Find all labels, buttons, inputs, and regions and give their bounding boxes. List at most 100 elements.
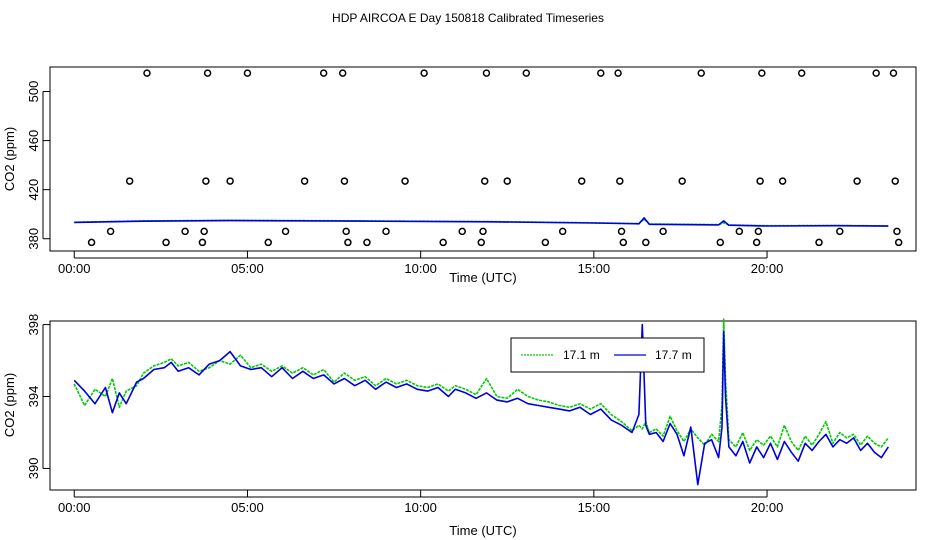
calibration-point (756, 177, 764, 185)
bottom-x-tick-label: 20:00 (751, 500, 784, 515)
calibration-point (125, 177, 134, 185)
calibration-point (891, 177, 899, 185)
calibration-point (243, 69, 252, 77)
calibration-point (853, 177, 861, 185)
bottom-y-tick-label: 390 (26, 458, 41, 480)
calibration-point (558, 227, 567, 236)
calibration-point (281, 227, 290, 236)
calibration-point (162, 238, 170, 247)
top-x-tick-label: 15:00 (578, 261, 611, 276)
bottom-y-axis-label: CO2 (ppm) (2, 373, 17, 437)
calibration-point (894, 238, 903, 247)
calibration-point (893, 227, 901, 236)
calibration-point (614, 69, 622, 77)
calibration-point (198, 238, 207, 247)
calibration-point (200, 227, 208, 236)
calibration-point (735, 227, 744, 236)
calibration-point (340, 177, 349, 185)
bottom-x-tick-label: 00:00 (58, 500, 91, 515)
calibration-point (758, 69, 766, 77)
calibration-point (541, 238, 550, 247)
top-x-tick-label: 10:00 (404, 261, 437, 276)
calibration-point (716, 238, 725, 247)
calibration-point (458, 227, 466, 236)
calibration-point (577, 177, 586, 185)
calibration-point (797, 69, 806, 77)
top-y-tick-label: 420 (26, 179, 41, 201)
bottom-y-tick-label: 394 (26, 386, 41, 408)
bottom-panel: 00:00 05:00 10:00 15:00 20:00 390 394 398 Time… (2, 314, 917, 538)
calibration-point (143, 69, 151, 77)
calibration-point (752, 238, 761, 247)
bottom-y-axis: 390 394 398 (26, 314, 50, 480)
calibration-point (616, 177, 624, 185)
top-y-axis-label: CO2 (ppm) (2, 127, 17, 191)
chart-title: HDP AIRCOA E Day 150818 Calibrated Times… (332, 11, 604, 25)
bottom-series-line-17-7-m (73, 323, 889, 486)
calibration-point (872, 69, 880, 77)
bottom-y-tick-label: 398 (26, 314, 41, 336)
calibration-point (480, 177, 489, 185)
top-series-line-17-7-m (74, 217, 889, 227)
calibration-point (203, 69, 212, 77)
calibration-point (778, 177, 787, 185)
bottom-series-lines (73, 318, 889, 486)
bottom-x-axis: 00:00 05:00 10:00 15:00 20:00 (58, 490, 783, 515)
bottom-plot-frame (49, 320, 917, 491)
legend-box (510, 337, 705, 373)
calibration-point (619, 238, 628, 247)
top-series-lines (74, 217, 889, 227)
calibration-point (363, 238, 371, 247)
calibration-point (342, 227, 350, 236)
calibration-point (503, 177, 511, 185)
calibration-point (617, 227, 626, 236)
calibration-point (642, 238, 650, 247)
top-y-tick-label: 500 (26, 81, 41, 103)
calibration-point (597, 69, 605, 77)
bottom-x-tick-label: 05:00 (231, 500, 264, 515)
legend-label-17-1m: 17.1 m (563, 348, 600, 362)
calibration-point (836, 227, 844, 236)
calibration-point (522, 69, 531, 77)
bottom-series-line-17-1-m (73, 318, 889, 452)
calibration-point (477, 238, 486, 247)
calibration-point (678, 177, 686, 185)
top-calibration-points (87, 69, 903, 247)
bottom-x-tick-label: 10:00 (404, 500, 437, 515)
top-y-tick-label: 460 (26, 130, 41, 152)
calibration-point (482, 69, 491, 77)
calibration-point (87, 238, 96, 247)
calibration-point (319, 69, 328, 77)
top-y-tick-label: 380 (26, 228, 41, 250)
calibration-point (889, 69, 898, 77)
bottom-x-axis-label: Time (UTC) (449, 523, 516, 538)
calibration-point (697, 69, 705, 77)
calibration-point (344, 238, 352, 247)
top-x-tick-label: 20:00 (751, 261, 784, 276)
bottom-x-tick-label: 15:00 (578, 500, 611, 515)
top-x-axis: 00:00 05:00 10:00 15:00 20:00 (58, 251, 783, 276)
calibration-point (420, 69, 428, 77)
calibration-point (815, 238, 823, 247)
calibration-point (439, 238, 447, 247)
calibration-point (479, 227, 487, 236)
calibration-point (754, 227, 763, 236)
calibration-point (106, 227, 115, 236)
top-y-axis: 380 420 460 500 (26, 81, 50, 250)
top-x-tick-label: 05:00 (231, 261, 264, 276)
top-panel: 00:00 05:00 10:00 15:00 20:00 380 420 460 500 T… (2, 66, 917, 285)
top-x-axis-label: Time (UTC) (449, 270, 516, 285)
calibration-point (226, 177, 234, 185)
calibration-point (382, 227, 390, 236)
calibration-point (264, 238, 272, 247)
legend: 17.1 m 17.7 m (510, 337, 705, 373)
legend-label-17-7m: 17.7 m (655, 348, 692, 362)
calibration-point (659, 227, 667, 236)
calibration-point (202, 177, 210, 185)
calibration-point (338, 69, 347, 77)
calibration-point (181, 227, 189, 236)
calibration-point (300, 177, 309, 185)
top-x-tick-label: 00:00 (58, 261, 91, 276)
calibration-point (401, 177, 409, 185)
